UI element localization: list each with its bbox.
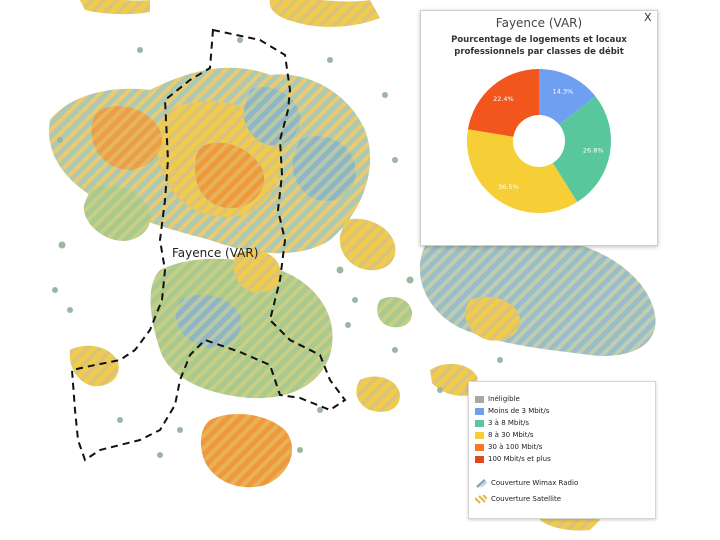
legend-item-ineligible[interactable]: Inéligible [475,394,520,404]
popup-title: Fayence (VAR) [495,16,583,30]
legend-label: Couverture Wimax Radio [491,479,579,487]
donut-chart: 14.3% 26.8% 36.5% 22.4% [467,69,611,213]
chart-popup: Fayence (VAR) Pourcentage de logements e… [420,10,658,246]
wimax-radio-icon [476,478,487,488]
legend-item-8to30[interactable]: 8 à 30 Mbit/s [475,430,534,440]
legend-label: 8 à 30 Mbit/s [488,431,534,439]
legend-swatch [475,455,484,463]
legend-label: 100 Mbit/s et plus [488,455,551,463]
legend-swatch [475,395,484,403]
legend-label: 3 à 8 Mbit/s [488,419,530,427]
pie-label-0: 14.3% [553,87,574,95]
pie-slice-2[interactable] [467,129,578,213]
popup-subtitle-line1: Pourcentage de logements et locaux [451,35,627,45]
coverage-areas [49,0,656,531]
close-button[interactable]: X [644,11,652,24]
legend-item-satellite[interactable]: Couverture Satellite [475,494,561,504]
pie-label-2: 36.5% [498,183,519,191]
popup-subtitle-line2: professionnels par classes de débit [454,47,624,57]
commune-label: Fayence (VAR) [172,246,259,260]
legend-swatch [475,443,484,451]
legend-item-30to100[interactable]: 30 à 100 Mbit/s [475,442,542,452]
legend-label: Inéligible [488,395,520,403]
pie-slice-0[interactable] [539,69,596,125]
pie-slice-3[interactable] [467,69,539,137]
legend-label: Couverture Satellite [491,495,562,503]
pie-label-1: 26.8% [583,146,604,154]
satellite-icon [475,494,487,504]
coverage-dots [52,37,503,458]
legend-label: 30 à 100 Mbit/s [488,443,543,451]
legend-item-lt3[interactable]: Moins de 3 Mbit/s [475,406,549,416]
legend-swatch [475,431,484,439]
popup-subtitle: Pourcentage de logements et locaux profe… [439,34,639,58]
legend-swatch [475,407,484,415]
legend-item-gt100[interactable]: 100 Mbit/s et plus [475,454,551,464]
legend-panel: Inéligible Moins de 3 Mbit/s 3 à 8 Mbit/… [468,381,656,519]
legend-item-wimax[interactable]: Couverture Wimax Radio [475,478,578,488]
pie-label-3: 22.4% [493,95,514,103]
legend-item-3to8[interactable]: 3 à 8 Mbit/s [475,418,529,428]
legend-label: Moins de 3 Mbit/s [488,407,550,415]
legend-swatch [475,419,484,427]
pie-slice-1[interactable] [552,96,611,203]
commune-boundary [70,28,347,462]
